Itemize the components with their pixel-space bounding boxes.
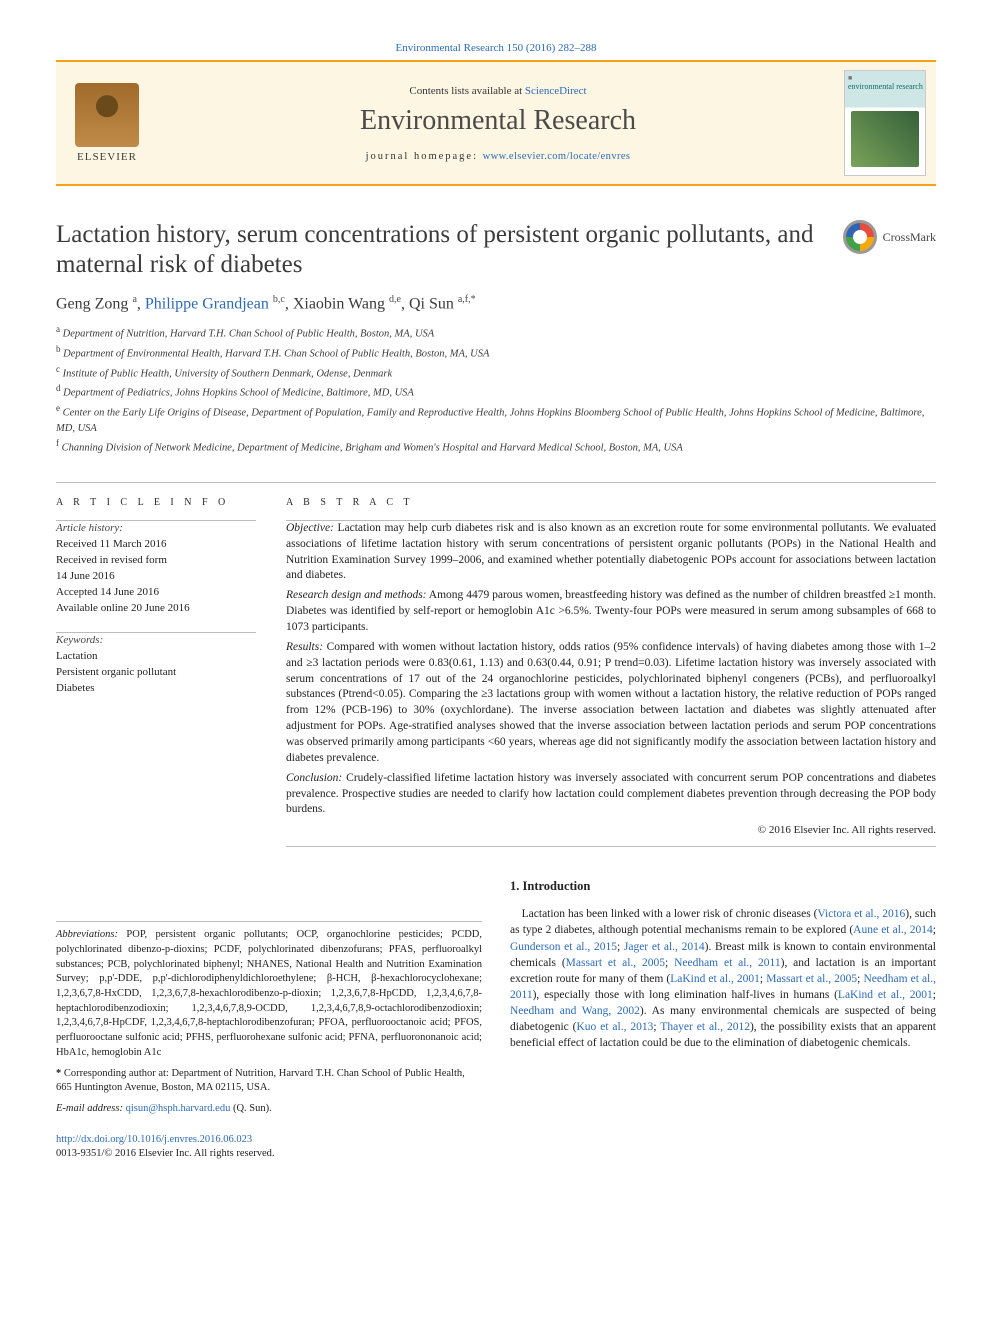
history-line: 14 June 2016 (56, 569, 256, 585)
publisher-name: ELSEVIER (62, 151, 152, 163)
article-title: Lactation history, serum concentrations … (56, 220, 826, 280)
contents-line: Contents lists available at ScienceDirec… (152, 85, 844, 97)
crossmark-icon (843, 220, 877, 254)
crossmark[interactable]: CrossMark (843, 220, 936, 254)
keywords-box: Keywords: LactationPersistent organic po… (56, 633, 256, 697)
affiliation: a Department of Nutrition, Harvard T.H. … (56, 323, 936, 342)
left-column: Abbreviations: POP, persistent organic p… (56, 879, 482, 1162)
homepage-prefix: journal homepage: (366, 151, 483, 162)
corr-text: Corresponding author at: Department of N… (56, 1068, 465, 1094)
keyword: Lactation (56, 649, 256, 665)
article-history-box: Article history: Received 11 March 2016R… (56, 521, 256, 617)
page: Environmental Research 150 (2016) 282–28… (0, 0, 992, 1202)
issn-line: 0013-9351/© 2016 Elsevier Inc. All right… (56, 1148, 275, 1159)
abstract-paragraph: Conclusion: Crudely-classified lifetime … (286, 771, 936, 819)
article-history-label: Article history: (56, 521, 256, 537)
doi-block: http://dx.doi.org/10.1016/j.envres.2016.… (56, 1133, 482, 1162)
abstract-copyright: © 2016 Elsevier Inc. All rights reserved… (286, 824, 936, 836)
email-line: E-mail address: qisun@hsph.harvard.edu (… (56, 1102, 482, 1117)
contents-prefix: Contents lists available at (409, 85, 524, 97)
journal-citation: Environmental Research 150 (2016) 282–28… (56, 42, 936, 54)
email-label: E-mail address: (56, 1103, 126, 1114)
keyword: Persistent organic pollutant (56, 665, 256, 681)
keyword: Diabetes (56, 681, 256, 697)
elsevier-tree-icon (75, 83, 139, 147)
abstract-paragraph: Research design and methods: Among 4479 … (286, 588, 936, 636)
abstract-paragraph: Results: Compared with women without lac… (286, 640, 936, 767)
history-line: Accepted 14 June 2016 (56, 585, 256, 601)
keywords-label: Keywords: (56, 633, 256, 649)
history-line: Available online 20 June 2016 (56, 601, 256, 617)
affiliation: b Department of Environmental Health, Ha… (56, 343, 936, 362)
author-list: Geng Zong a, Philippe Grandjean b,c, Xia… (56, 294, 936, 313)
right-column: 1. Introduction Lactation has been linke… (510, 879, 936, 1162)
body-two-column: Abbreviations: POP, persistent organic p… (56, 879, 936, 1162)
intro-heading: 1. Introduction (510, 879, 936, 894)
email-tail: (Q. Sun). (230, 1103, 271, 1114)
sciencedirect-link[interactable]: ScienceDirect (525, 85, 587, 97)
affiliation-list: a Department of Nutrition, Harvard T.H. … (56, 323, 936, 456)
article-info-column: a r t i c l e i n f o Article history: R… (56, 483, 276, 847)
publisher-logo: ELSEVIER (62, 83, 152, 163)
abbreviations-block: Abbreviations: POP, persistent organic p… (56, 921, 482, 1060)
homepage-link[interactable]: www.elsevier.com/locate/envres (483, 151, 631, 162)
article-block: CrossMark Lactation history, serum conce… (56, 220, 936, 1162)
cover-mini-logo: ■ (848, 74, 852, 82)
intro-paragraph: Lactation has been linked with a lower r… (510, 906, 936, 1051)
header-center: Contents lists available at ScienceDirec… (152, 85, 844, 162)
cover-mini-image (851, 111, 919, 167)
journal-citation-link[interactable]: Environmental Research 150 (2016) 282–28… (395, 42, 596, 54)
cover-mini-title: environmental research (848, 83, 923, 91)
affiliation: c Institute of Public Health, University… (56, 363, 936, 382)
abstract-head: a b s t r a c t (286, 497, 936, 508)
email-link[interactable]: qisun@hsph.harvard.edu (126, 1103, 231, 1114)
article-info-head: a r t i c l e i n f o (56, 497, 256, 508)
history-line: Received 11 March 2016 (56, 537, 256, 553)
affiliation: f Channing Division of Network Medicine,… (56, 437, 936, 456)
abstract-column: a b s t r a c t Objective: Lactation may… (276, 483, 936, 847)
affiliation: d Department of Pediatrics, Johns Hopkin… (56, 382, 936, 401)
affiliation: e Center on the Early Life Origins of Di… (56, 402, 936, 436)
journal-homepage: journal homepage: www.elsevier.com/locat… (152, 151, 844, 162)
abstract-paragraph: Objective: Lactation may help curb diabe… (286, 521, 936, 584)
abbrev-label: Abbreviations: (56, 929, 118, 940)
divider (286, 846, 936, 847)
doi-link[interactable]: http://dx.doi.org/10.1016/j.envres.2016.… (56, 1134, 252, 1145)
article-info-abstract-row: a r t i c l e i n f o Article history: R… (56, 482, 936, 847)
crossmark-label: CrossMark (883, 230, 936, 245)
journal-header-band: ELSEVIER Contents lists available at Sci… (56, 60, 936, 186)
history-line: Received in revised form (56, 553, 256, 569)
abbrev-body: POP, persistent organic pollutants; OCP,… (56, 929, 482, 1058)
corresponding-author: * Corresponding author at: Department of… (56, 1067, 482, 1096)
journal-cover-thumb: ■ environmental research (844, 70, 926, 176)
journal-title: Environmental Research (152, 105, 844, 137)
